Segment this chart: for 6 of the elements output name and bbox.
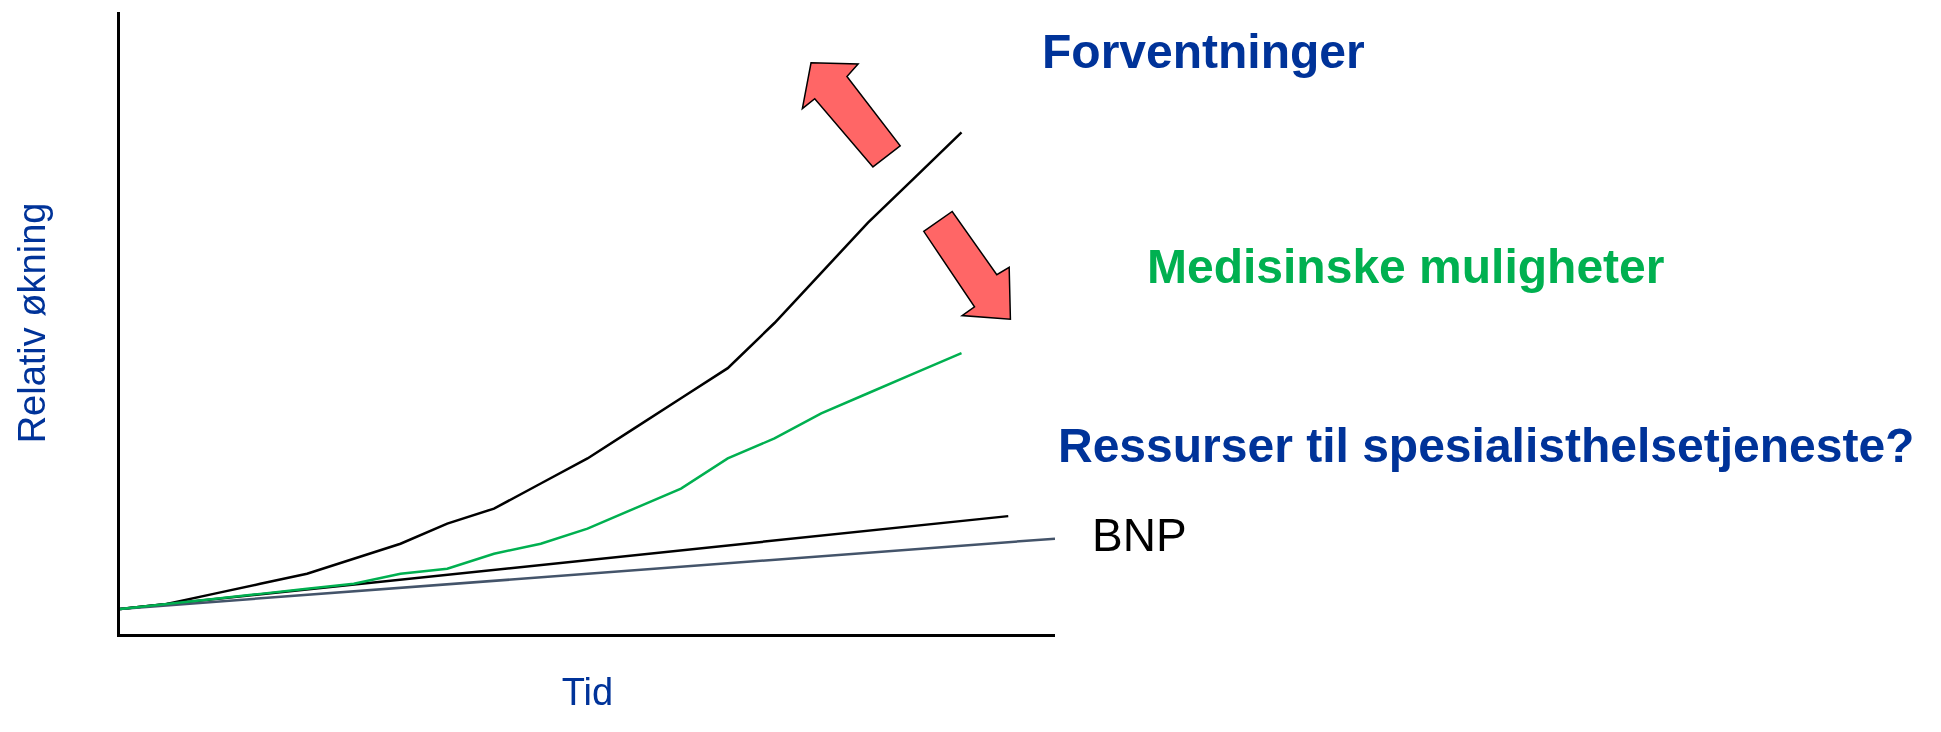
series-label: BNP xyxy=(1092,509,1187,561)
series-label: Ressurser til spesialisthelsetjeneste? xyxy=(1058,419,1915,472)
text: Forventninger xyxy=(1042,25,1365,78)
text: Medisinske muligheter xyxy=(1147,240,1665,293)
y-axis-title: Relativ økning xyxy=(11,202,54,444)
x-axis-title: Tid xyxy=(561,670,614,713)
